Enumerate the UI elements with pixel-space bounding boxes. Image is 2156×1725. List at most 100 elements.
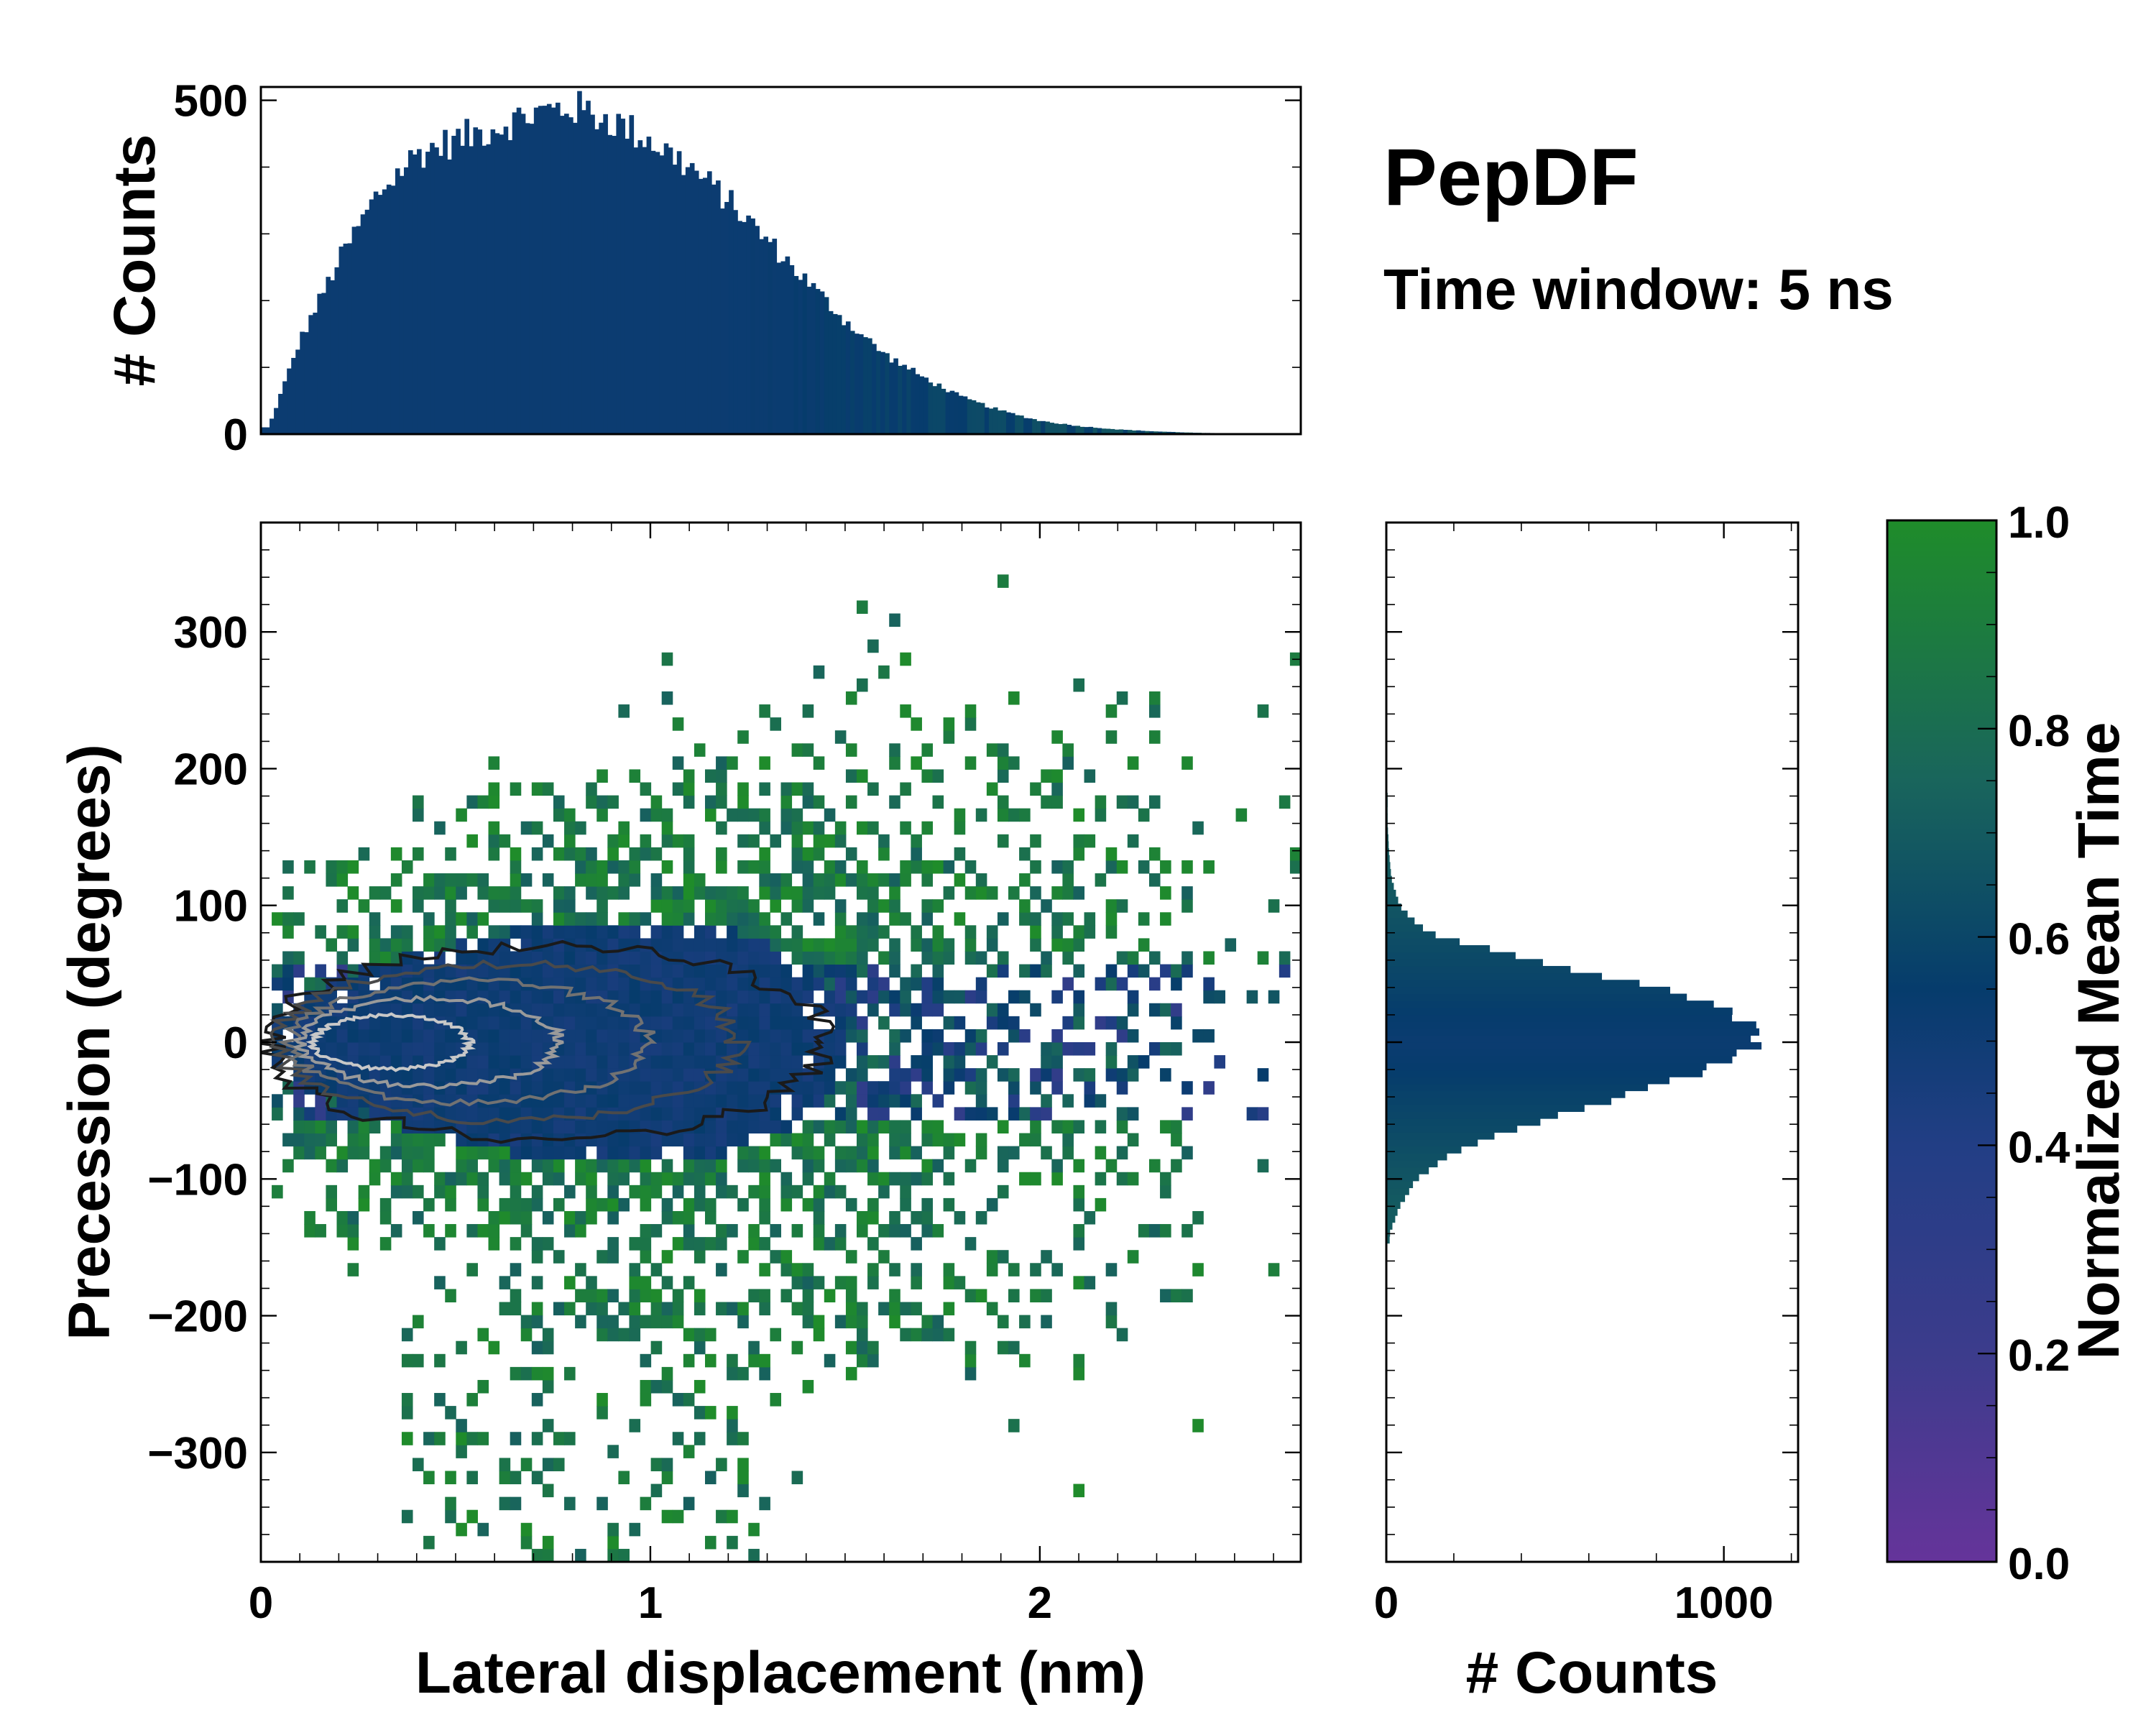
heatmap-cell <box>716 977 727 991</box>
heatmap-cell <box>1084 925 1096 939</box>
heatmap-cell <box>683 1237 695 1251</box>
heatmap-cell <box>813 1159 825 1173</box>
heatmap-cell <box>813 1146 825 1160</box>
heatmap-cell <box>878 1081 890 1095</box>
x-marginal-bar <box>763 236 769 434</box>
x-marginal-bar <box>507 139 513 434</box>
heatmap-cell <box>1127 1250 1139 1264</box>
heatmap-cell <box>683 1159 695 1173</box>
heatmap-cell <box>704 886 717 900</box>
heatmap-cell <box>727 1184 738 1199</box>
heatmap-cell <box>813 1276 825 1289</box>
heatmap-cell <box>748 1068 760 1082</box>
heatmap-cell <box>1073 678 1085 692</box>
heatmap-cell <box>445 886 456 900</box>
heatmap-cell <box>770 1029 781 1043</box>
heatmap-cell <box>488 782 500 796</box>
heatmap-cell <box>824 1081 836 1095</box>
x-marginal-bar <box>347 243 353 434</box>
heatmap-cell <box>694 1250 706 1264</box>
heatmap-cell <box>1073 1353 1085 1368</box>
x-marginal-bar <box>482 145 487 434</box>
x-marginal-ylabel: # Counts <box>102 134 167 387</box>
heatmap-cell <box>964 860 977 874</box>
heatmap-cell <box>1148 1042 1161 1056</box>
heatmap-cell <box>770 1042 781 1056</box>
heatmap-cell <box>1105 899 1118 913</box>
heatmap-cell <box>586 1003 597 1017</box>
heatmap-cell <box>466 951 478 965</box>
heatmap-cell <box>672 938 684 952</box>
heatmap-cell <box>911 1055 922 1069</box>
heatmap-cell <box>1073 1159 1085 1173</box>
heatmap-cell <box>1062 951 1074 965</box>
heatmap-cell <box>878 1055 890 1069</box>
heatmap-cell <box>1030 782 1041 796</box>
heatmap-cell <box>1051 886 1063 900</box>
heatmap-cell <box>596 1042 608 1056</box>
heatmap-cell <box>413 1055 424 1069</box>
heatmap-cell <box>857 1120 868 1134</box>
y-marginal-bar <box>1386 896 1399 904</box>
heatmap-cell <box>477 1432 489 1445</box>
heatmap-cell <box>401 1159 413 1173</box>
x-marginal-bar <box>915 374 921 434</box>
heatmap-cell <box>607 1197 619 1212</box>
heatmap-cell <box>520 1055 533 1069</box>
heatmap-cell <box>683 1210 695 1225</box>
heatmap-cell <box>661 1471 673 1485</box>
heatmap-cell <box>813 1081 825 1095</box>
heatmap-cell <box>889 1224 900 1238</box>
heatmap-cell <box>477 1042 489 1056</box>
heatmap-cell <box>650 1120 663 1134</box>
heatmap-cell <box>889 743 900 757</box>
heatmap-cell <box>834 1081 847 1095</box>
x-marginal-bar <box>906 369 911 434</box>
heatmap-cell <box>964 704 977 718</box>
heatmap-cell <box>911 1068 922 1082</box>
heatmap-cell <box>1148 977 1161 991</box>
heatmap-cell <box>640 1224 652 1238</box>
heatmap-cell <box>575 1315 586 1329</box>
heatmap-cell <box>791 1224 803 1238</box>
heatmap-cell <box>824 834 836 848</box>
x-marginal-bar <box>655 152 660 434</box>
heatmap-cell <box>954 1016 966 1030</box>
heatmap-cell <box>304 1224 315 1238</box>
heatmap-cell <box>921 860 934 874</box>
heatmap-cell <box>542 1379 554 1394</box>
heatmap-cell <box>1041 1094 1052 1108</box>
heatmap-cell <box>932 964 944 978</box>
heatmap-cell <box>791 743 803 757</box>
x-marginal-bar <box>343 243 349 434</box>
heatmap-cell <box>716 990 727 1004</box>
heatmap-cell <box>704 1133 717 1147</box>
heatmap-cell <box>640 1250 652 1264</box>
y-marginal-xtick-label: 0 <box>1374 1578 1399 1628</box>
heatmap-cell <box>889 873 900 887</box>
heatmap-cell <box>1095 1120 1107 1134</box>
heatmap-cell <box>564 886 576 900</box>
heatmap-cell <box>943 1276 955 1289</box>
heatmap-cell <box>716 1237 727 1251</box>
heatmap-cell <box>336 1210 349 1225</box>
heatmap-cell <box>1116 899 1128 913</box>
heatmap-cell <box>650 1107 663 1121</box>
heatmap-cell <box>802 1263 814 1276</box>
heatmap-cell <box>445 1509 456 1524</box>
heatmap-cell <box>477 1107 489 1121</box>
heatmap-cell <box>900 821 911 835</box>
heatmap-cell <box>1073 1366 1085 1381</box>
heatmap-cell <box>1148 1224 1161 1238</box>
x-marginal-bar <box>338 247 344 434</box>
heatmap-cell <box>737 1016 749 1030</box>
heatmap-cell <box>466 873 478 887</box>
heatmap-cell <box>954 990 966 1004</box>
heatmap-cell <box>413 1042 424 1056</box>
heatmap-cell <box>499 990 511 1004</box>
heatmap-cell <box>466 912 478 926</box>
heatmap-cell <box>780 1197 793 1212</box>
heatmap-cell <box>770 964 781 978</box>
heatmap-cell <box>704 1029 717 1043</box>
heatmap-cell <box>802 951 814 965</box>
